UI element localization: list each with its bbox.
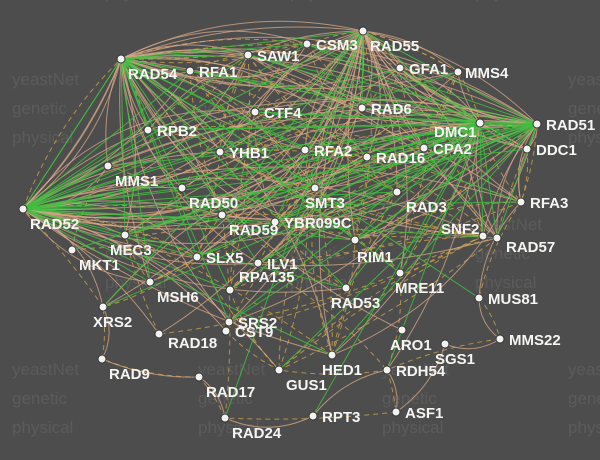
svg-text:yeastNet: yeastNet [475,215,542,234]
svg-text:physical: physical [475,273,536,292]
svg-text:yeastNet: yeastNet [198,360,265,379]
svg-text:physical: physical [290,273,351,292]
svg-text:yeastNet: yeastNet [568,360,600,379]
svg-text:yeastNet: yeastNet [12,70,79,89]
svg-text:physical: physical [290,0,351,2]
svg-text:genetic: genetic [290,244,345,263]
svg-text:physical: physical [12,418,73,437]
svg-text:physical: physical [568,418,600,437]
svg-text:physical: physical [475,0,536,2]
svg-text:genetic: genetic [198,99,253,118]
svg-text:physical: physical [105,0,166,2]
svg-text:physical: physical [12,128,73,147]
svg-text:genetic: genetic [12,99,67,118]
svg-text:genetic: genetic [568,389,600,408]
svg-text:genetic: genetic [568,99,600,118]
svg-text:yeastNet: yeastNet [105,215,172,234]
svg-text:genetic: genetic [12,389,67,408]
svg-text:yeastNet: yeastNet [12,360,79,379]
svg-text:yeastNet: yeastNet [568,70,600,89]
